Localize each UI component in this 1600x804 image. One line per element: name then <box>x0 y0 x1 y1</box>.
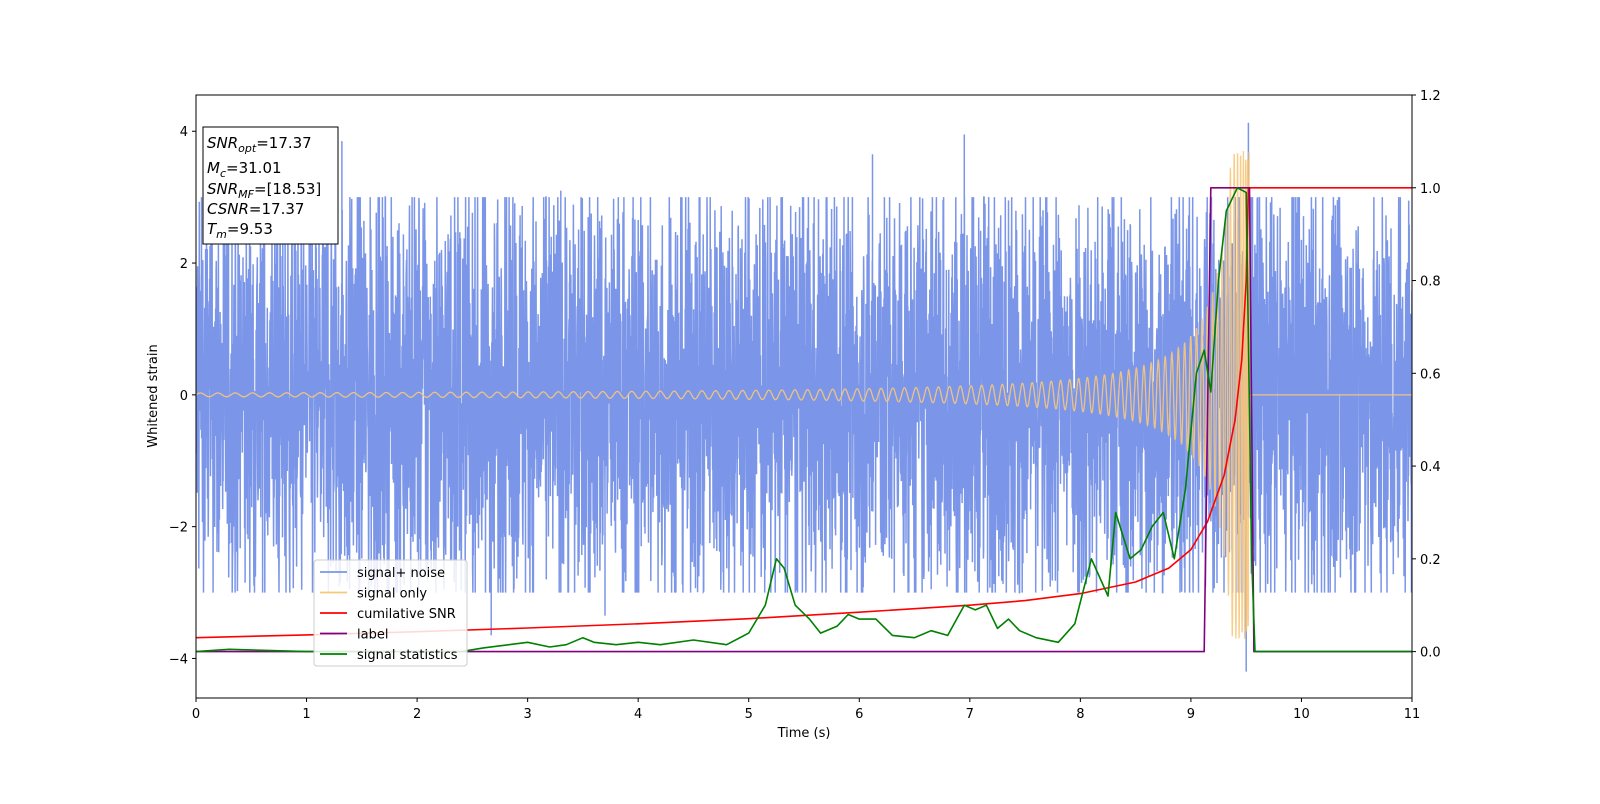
info-box-line: SNRopt=17.37 <box>207 134 312 155</box>
y-right-tick-label: 0.4 <box>1420 460 1441 475</box>
y-left-tick-label: 0 <box>180 389 188 404</box>
y-axis-label: Whitened strain <box>146 344 161 447</box>
legend-label: signal+ noise <box>357 566 445 581</box>
legend: signal+ noise signal only cumilative SNR la… <box>313 559 468 667</box>
legend-entry: cumilative SNR <box>320 607 456 622</box>
y-right-tick-label: 0.6 <box>1420 367 1441 382</box>
series-signal-statistics-line <box>196 187 1412 653</box>
legend-label: label <box>357 628 388 643</box>
y-right-tick-label: 1.0 <box>1420 182 1441 197</box>
x-tick-label: 6 <box>855 707 863 722</box>
legend-label: signal statistics <box>357 648 458 663</box>
y-axis-right-ticks: 1.2 1.0 0.8 0.6 0.4 0.2 0.0 <box>1412 89 1441 661</box>
y-right-tick-label: 0.2 <box>1420 553 1441 568</box>
series-cumilative-snr-line <box>196 187 1412 639</box>
y-right-tick-label: 0.8 <box>1420 275 1441 290</box>
legend-entry: signal statistics <box>320 648 458 663</box>
x-tick-label: 0 <box>192 707 200 722</box>
legend-entry: signal only <box>320 587 427 602</box>
y-left-tick-label: −4 <box>169 652 188 667</box>
x-tick-label: 5 <box>745 707 753 722</box>
y-right-tick-label: 0.0 <box>1420 646 1441 661</box>
x-tick-label: 11 <box>1404 707 1421 722</box>
info-box-line: SNRMF=[18.53] <box>207 180 321 201</box>
y-right-tick-label: 1.2 <box>1420 89 1441 104</box>
x-axis-label: Time (s) <box>777 726 831 741</box>
plot-layer <box>196 122 1412 672</box>
y-left-tick-label: 4 <box>180 125 188 140</box>
axes-frame <box>195 94 1413 699</box>
info-box-line: Tm=9.53 <box>207 220 273 241</box>
legend-entry: label <box>320 628 388 643</box>
info-box-line: Mc=31.01 <box>207 159 282 180</box>
x-tick-label: 1 <box>302 707 310 722</box>
x-tick-label: 9 <box>1187 707 1195 722</box>
x-axis-ticks: 0 1 2 3 4 5 6 7 8 9 10 11 <box>192 698 1420 722</box>
x-tick-label: 4 <box>634 707 642 722</box>
legend-label: signal only <box>357 587 427 602</box>
info-box-line: CSNR=17.37 <box>207 200 304 218</box>
y-axis-left-ticks: 4 2 0 −2 −4 <box>169 125 196 667</box>
legend-frame <box>313 559 468 667</box>
x-tick-label: 10 <box>1293 707 1310 722</box>
series-signal-only-line <box>196 150 1412 639</box>
x-tick-label: 8 <box>1076 707 1084 722</box>
x-tick-label: 2 <box>413 707 421 722</box>
y-left-tick-label: 2 <box>180 257 188 272</box>
legend-entry: signal+ noise <box>320 566 445 581</box>
x-tick-label: 7 <box>966 707 974 722</box>
info-box-frame <box>202 126 339 245</box>
y-left-tick-label: −2 <box>169 521 188 536</box>
info-box: SNRopt=17.37 Mc=31.01SNRMF=[18.53]CSNR=17… <box>202 126 339 245</box>
x-tick-label: 3 <box>523 707 531 722</box>
legend-label: cumilative SNR <box>357 607 456 622</box>
